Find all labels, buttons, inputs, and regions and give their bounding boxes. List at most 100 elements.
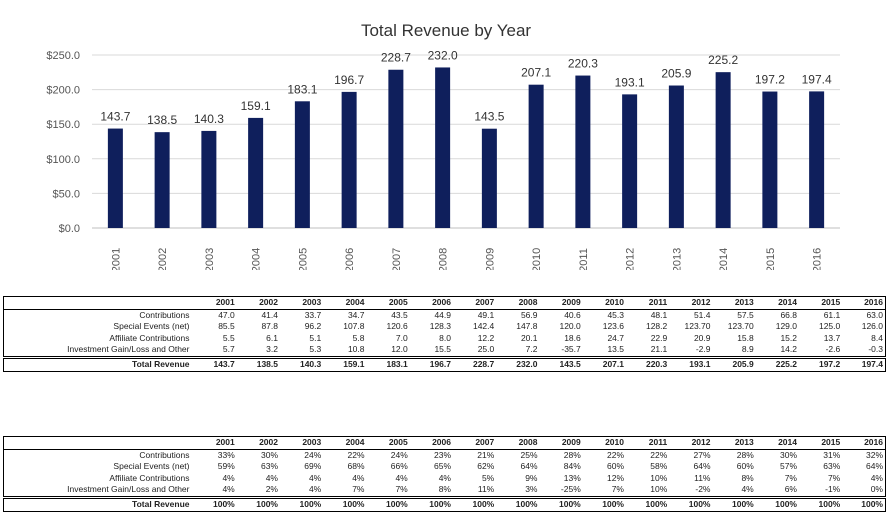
table-cell: 4% <box>395 472 408 483</box>
table-cell: 34.7 <box>347 309 365 320</box>
bar <box>715 72 731 229</box>
table-cell: 4% <box>308 472 322 483</box>
table-cell: 15.8 <box>737 332 754 343</box>
revenue-share-table: 2001 2002 2003 2004 2005 2006 2007 2008 2009 2010… <box>3 436 886 512</box>
data-label: 193.1 <box>615 75 645 89</box>
year-header: 2011 <box>626 296 670 310</box>
table-cell: 56.9 <box>520 309 538 320</box>
table-cell: 5.7 <box>222 344 235 354</box>
table-cell: 7% <box>395 484 408 494</box>
table-cell: -25% <box>560 484 581 494</box>
year-header: 2011 <box>626 436 670 450</box>
table-cell: 107.8 <box>343 321 365 331</box>
table-cell: 85.5 <box>218 321 235 331</box>
table-cell: 207.1 <box>582 355 626 372</box>
table-cell: 65% <box>433 461 451 471</box>
data-label: 143.5 <box>474 110 504 124</box>
table-cell: 8.4 <box>871 332 883 343</box>
year-header: 2012 <box>669 296 713 310</box>
table-cell: 22% <box>347 449 365 460</box>
table-cell: 64% <box>520 461 538 471</box>
year-header: 2001 <box>193 296 237 310</box>
table-cell: 3% <box>525 484 538 494</box>
year-header: 2009 <box>539 436 583 450</box>
table-cell: 31% <box>823 449 841 460</box>
table-cell: 24% <box>304 449 322 460</box>
table-cell: 5.3 <box>309 344 322 354</box>
table-cell: 7% <box>352 484 365 494</box>
table-cell: -2% <box>695 484 711 494</box>
table-cell: 205.9 <box>712 355 756 372</box>
table-cell: 10.8 <box>347 344 365 354</box>
year-header: 2003 <box>280 436 324 450</box>
table-cell: 3.2 <box>266 344 278 354</box>
table-corner <box>3 296 194 310</box>
table-cell: 7% <box>784 472 797 483</box>
table-row: Investment Gain/Loss and Other 4% 2% 4% 7% 7%… <box>4 484 886 497</box>
table-cell: -2.6 <box>825 344 841 354</box>
year-header: 2014 <box>755 436 799 450</box>
table-cell: 8% <box>438 484 451 494</box>
table-cell: 4% <box>222 472 235 483</box>
table-cell: 13.5 <box>607 344 624 354</box>
row-label: Affiliate Contributions <box>109 332 190 343</box>
table-cell: 12.0 <box>391 344 408 354</box>
table-cell: 23% <box>433 449 451 460</box>
bar <box>201 130 217 228</box>
year-header: 2001 <box>193 436 237 450</box>
row-label: Special Events (net) <box>113 321 190 331</box>
bar <box>388 69 404 229</box>
x-tick-label: 2014 <box>718 248 730 270</box>
table-cell: 13.7 <box>823 332 841 343</box>
year-header: 2002 <box>236 436 280 450</box>
total-row: Total Revenue 100% 100% 100% 100% 100% 100% 100… <box>3 495 886 512</box>
table-cell: 5% <box>481 472 495 483</box>
x-tick-label: 2006 <box>344 248 356 270</box>
table-cell: 196.7 <box>409 355 453 372</box>
table-cell: -0.3 <box>868 344 883 354</box>
table-cell: 5.5 <box>222 332 235 343</box>
table-cell: 4% <box>352 472 365 483</box>
x-tick-label: 2009 <box>484 248 496 270</box>
table-cell: 62% <box>477 461 495 471</box>
table-cell: 64% <box>865 461 883 471</box>
table-cell: 30% <box>260 449 278 460</box>
table-cell: 45.3 <box>607 309 624 320</box>
table-cell: -1% <box>825 484 841 494</box>
table-cell: 7% <box>827 472 841 483</box>
table-cell: 13% <box>563 472 581 483</box>
revenue-bar-chart: Total Revenue by Year $0.0 $50.0 $100.0 $15… <box>46 21 840 270</box>
x-tick-label: 2001 <box>110 248 122 270</box>
x-tick-label: 2013 <box>671 248 683 270</box>
table-cell: 159.1 <box>323 355 367 372</box>
x-tick-label: 2012 <box>625 248 637 270</box>
table-cell: 24% <box>390 449 408 460</box>
table-row: Special Events (net) 85.5 87.8 96.2 107.8 120… <box>4 321 886 333</box>
data-label: 197.4 <box>802 72 832 86</box>
y-tick-label: $200.0 <box>46 85 80 97</box>
bar <box>107 128 123 228</box>
table-cell: 123.70 <box>684 321 711 331</box>
table-cell: 59% <box>217 461 235 471</box>
table-cell: 4% <box>741 484 754 494</box>
year-header: 2004 <box>323 296 367 310</box>
table-cell: -35.7 <box>561 344 581 354</box>
table-cell: 28% <box>563 449 581 460</box>
year-header: 2008 <box>496 436 540 450</box>
row-label: Investment Gain/Loss and Other <box>67 344 190 354</box>
year-header: 2016 <box>842 436 886 450</box>
year-header: 2013 <box>712 436 756 450</box>
y-tick-label: $100.0 <box>46 154 80 166</box>
table-cell: 49.1 <box>477 309 495 320</box>
year-header: 2014 <box>755 296 799 310</box>
table-row: Contributions 33% 30% 24% 22% 24% 23% 21% 25% 28%… <box>4 449 886 461</box>
year-header: 2013 <box>712 296 756 310</box>
table-cell: 120.0 <box>559 321 581 331</box>
table-cell: 40.6 <box>564 309 581 320</box>
year-header: 2005 <box>366 296 410 310</box>
table-cell: 9% <box>525 472 538 483</box>
data-label: 143.7 <box>100 110 130 124</box>
row-label: Affiliate Contributions <box>109 472 190 483</box>
table-row: Affiliate Contributions 5.5 6.1 5.1 5.8 7.0 8.… <box>4 333 886 345</box>
table-cell: 11% <box>477 484 495 494</box>
